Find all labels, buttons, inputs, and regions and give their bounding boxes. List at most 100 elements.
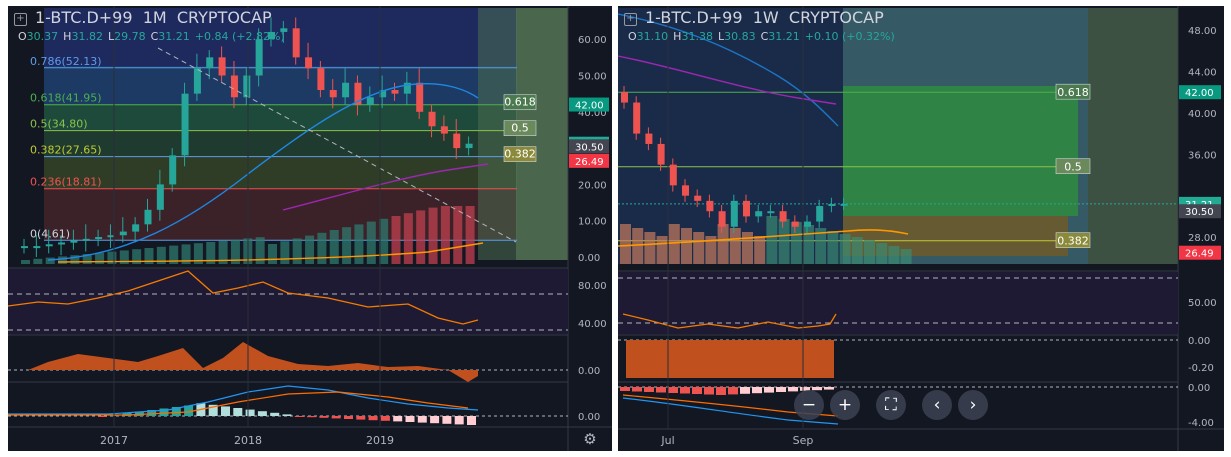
macd-bar [417,416,427,423]
candle-body [230,75,238,98]
volume-bar [644,232,656,264]
high-value: 31.38 [681,30,713,43]
volume-bar [21,260,30,264]
volume-bar [416,210,426,264]
macd-histogram [620,387,834,395]
candles [621,85,848,233]
macd-bar [824,387,834,390]
volume-bar [379,218,389,264]
volume-bar [632,228,644,264]
candle-body [682,185,689,196]
reset-view-button[interactable]: ⛶ [876,390,906,420]
price-badge [569,97,609,112]
fib-box [503,94,537,111]
zoom-out-button[interactable]: − [794,390,824,420]
interval-label[interactable]: 1W [752,8,779,27]
candle-body [169,155,177,185]
symbol-label[interactable]: 1-BTC.D+99 [645,8,743,27]
price-tick: 10.00 [578,217,607,228]
zone-green [843,86,1078,216]
candle-body [730,200,738,227]
rsi-axis: 80.00 40.00 [578,281,607,330]
macd-bar [788,387,798,392]
volume-bar [391,216,401,264]
candle-body [391,90,399,94]
zone-right [1088,8,1178,264]
price-badge-label: 42.00 [575,101,604,112]
macd-bar [764,387,774,393]
scroll-left-button[interactable]: ‹ [922,390,952,420]
candle-body [45,244,53,247]
macd-bar [430,416,440,424]
settings-gear-icon[interactable]: ⚙ [583,430,596,448]
volume-bar [329,230,339,264]
high-label: H [673,30,682,43]
candle-body [280,28,288,32]
compare-plus-icon[interactable]: + [624,13,637,26]
price-tick: 44.00 [1188,67,1217,78]
time-axis: Jul Sep [660,434,813,447]
rsi-tick: 80.00 [578,281,607,292]
fib-box [1055,83,1091,100]
rsi-line [622,313,837,329]
candle-body [119,231,127,236]
candle-body [292,28,300,58]
macd-bar [740,387,750,394]
zone-top [44,8,517,66]
candle-body [755,211,763,217]
signal-line [622,394,839,417]
macd-bar [319,416,329,418]
interval-label[interactable]: 1M [142,8,167,27]
volume-bar [876,243,888,264]
time-tick: Sep [793,434,814,447]
open-value: 31.10 [636,30,669,43]
macd-bar [800,387,810,391]
zoom-in-button[interactable]: + [830,390,860,420]
fib-box [503,120,537,136]
volume-bar [255,237,265,264]
fib-box-label: 0.618 [504,96,536,109]
macd-bar [668,387,678,393]
volume-bar [107,251,117,264]
macd-bar [356,416,366,420]
price-badge [1179,85,1221,100]
volume-bar [440,206,450,264]
change-value: +0.84 (+2.82%) [194,30,285,43]
price-tick: 40.00 [1188,109,1217,120]
candle-body [329,90,337,98]
candle-body [156,184,164,210]
macd-bar [159,408,169,416]
chart-panel-monthly[interactable]: 0.786(52.13) 0.618(41.95) 0.5(34.80) 0.382(… [8,6,612,451]
macd-bar [644,387,654,392]
volume-bar [33,258,43,264]
price-badge-label: 42.00 [1185,88,1214,99]
candle-body [58,242,66,245]
candle-body [255,39,263,76]
candle-body [718,211,726,227]
macd-line [8,385,479,415]
scroll-right-button[interactable]: › [958,390,988,420]
candle-body [268,31,275,40]
volume-bar [95,252,105,264]
monthly-chart-svg[interactable]: 0.786(52.13) 0.618(41.95) 0.5(34.80) 0.382(… [8,6,612,451]
chart-header: +1-BTC.D+99 1W CRYPTOCAP [624,8,884,27]
open-label: O [628,30,637,43]
volume-bar [453,206,463,264]
volume-bars [21,206,475,264]
compare-plus-icon[interactable]: + [14,13,27,26]
time-axis: 2017 2018 2019 [100,434,394,447]
volume-bar [70,255,80,264]
volume-bar [668,224,680,264]
candle-body [645,133,653,144]
volume-bar [58,256,68,264]
volume-bar [827,231,839,264]
time-tick: Jul [660,434,674,447]
macd-bar [245,409,255,416]
macd-bar [331,416,341,419]
symbol-label[interactable]: 1-BTC.D+99 [35,8,133,27]
chart-panel-weekly[interactable]: 0.618 0.5 0.382 48.00 44.00 40.00 36.00 28.00 … [618,6,1224,451]
candle-body [144,209,152,225]
